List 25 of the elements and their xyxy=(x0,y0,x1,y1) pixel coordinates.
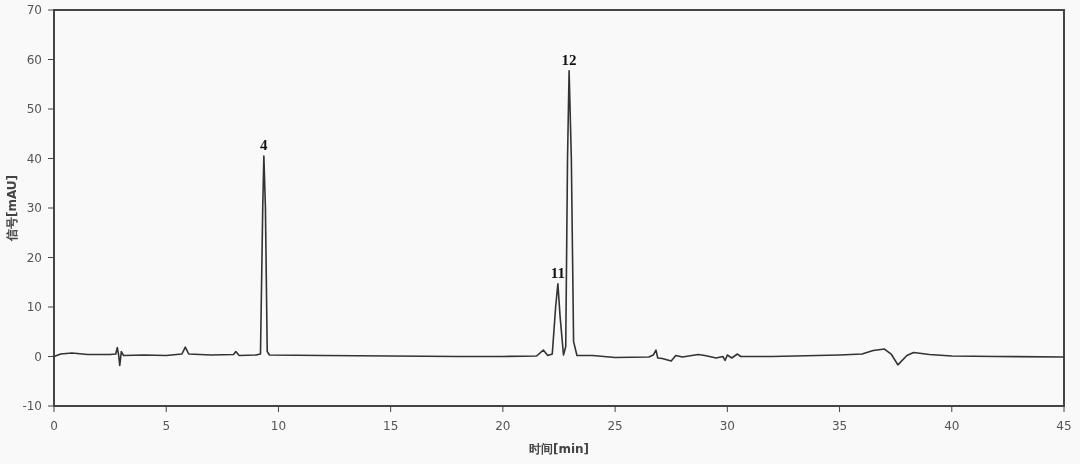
y-tick-label: 0 xyxy=(34,349,42,364)
x-tick-label: 35 xyxy=(831,419,848,433)
annotation: 12 xyxy=(561,51,577,68)
y-tick-label: 40 xyxy=(26,151,42,166)
x-tick-label: 25 xyxy=(607,419,623,433)
annotation: 11 xyxy=(550,264,565,281)
x-tick-label: 0 xyxy=(50,419,58,433)
y-tick-label: 30 xyxy=(26,201,42,215)
x-axis-title: 时间[min] xyxy=(528,442,590,456)
y-tick-label: 50 xyxy=(26,102,42,116)
x-tick-label: 20 xyxy=(495,419,511,433)
y-tick-label: -10 xyxy=(22,399,42,413)
y-tick-label: 60 xyxy=(26,52,42,67)
x-tick-label: 40 xyxy=(944,419,960,433)
x-tick-label: 45 xyxy=(1056,419,1072,433)
y-tick-label: 10 xyxy=(26,300,42,314)
y-axis-title: 信号[mAU] xyxy=(5,174,19,243)
x-tick-label: 5 xyxy=(162,419,171,433)
annotation: 4 xyxy=(260,137,269,154)
x-tick-label: 15 xyxy=(383,419,399,433)
line-series xyxy=(53,70,1065,367)
y-tick-label: 20 xyxy=(26,250,42,265)
x-tick-label: 10 xyxy=(270,419,287,433)
y-tick-label: 70 xyxy=(26,3,42,17)
x-tick-label: 30 xyxy=(719,419,735,433)
